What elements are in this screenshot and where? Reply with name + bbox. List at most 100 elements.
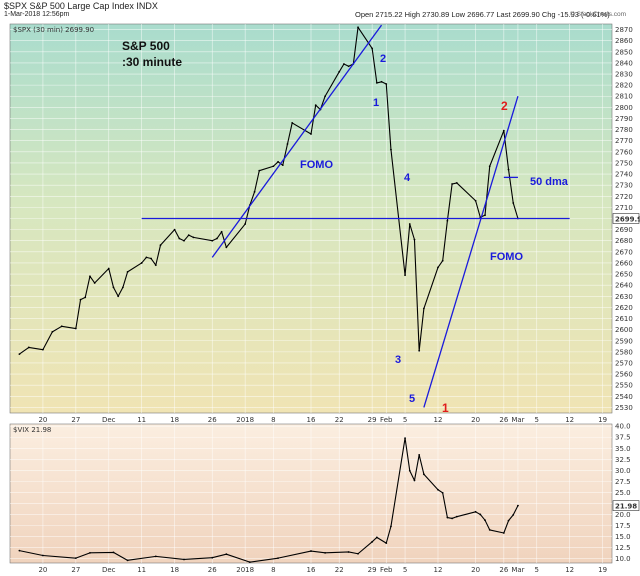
vix-xtick-label: 12	[565, 566, 574, 574]
spx-data-point	[60, 325, 63, 328]
spx-ytick-label: 2590	[615, 337, 633, 345]
spx-xtick-label: 20	[38, 416, 47, 424]
spx-data-point	[145, 256, 148, 259]
spx-data-point	[310, 133, 312, 135]
spx-ytick-label: 2790	[615, 115, 633, 123]
vix-data-point	[347, 551, 350, 553]
spx-data-point	[371, 47, 374, 50]
spx-data-point	[474, 199, 477, 202]
spx-ytick-label: 2740	[615, 171, 633, 179]
vix-data-point	[277, 557, 279, 560]
vix-xtick-label: 16	[307, 566, 316, 574]
vix-data-point	[512, 514, 515, 516]
count-label-2: 2	[501, 99, 508, 113]
ohlc-readout: Open 2715.22 High 2730.89 Low 2696.77 La…	[355, 10, 610, 19]
spx-data-point	[253, 190, 256, 193]
spx-ytick-label: 2800	[615, 104, 633, 112]
spx-ytick-label: 2540	[615, 393, 633, 401]
vix-data-point	[488, 529, 491, 531]
chart-title-line: :30 minute	[122, 55, 182, 69]
spx-data-point	[74, 327, 77, 330]
spx-ytick-label: 2850	[615, 48, 633, 56]
spx-data-point	[187, 234, 190, 237]
spx-xtick-label: Mar	[511, 416, 524, 424]
spx-data-point	[281, 164, 284, 167]
spx-data-point	[488, 165, 491, 168]
spx-data-point	[502, 129, 505, 132]
spx-data-point	[93, 282, 96, 284]
vix-data-point	[248, 561, 251, 564]
spx-xtick-label: Dec	[102, 416, 116, 424]
spx-data-point	[183, 239, 185, 242]
spx-data-point	[220, 230, 223, 233]
spx-data-point	[42, 348, 44, 351]
spx-ytick-label: 2760	[615, 148, 633, 156]
fomo-label-2: FOMO	[490, 251, 523, 263]
vix-xtick-label: 27	[71, 566, 80, 574]
spx-data-point	[27, 346, 30, 349]
vix-xtick-label: 20	[471, 566, 480, 574]
vix-ytick-label: 15.0	[615, 533, 631, 541]
vix-xtick-label: 5	[535, 566, 539, 574]
wave-label-3: 3	[395, 354, 401, 366]
spx-data-point	[446, 219, 449, 222]
vix-data-point	[418, 453, 421, 456]
vix-xtick-label: 29	[368, 566, 377, 574]
spx-data-point	[211, 239, 214, 242]
vix-data-point	[74, 557, 77, 560]
spx-ytick-label: 2640	[615, 282, 633, 290]
count-label-1: 1	[442, 401, 449, 415]
spx-xtick-label: 20	[471, 416, 480, 424]
timestamp: 1-Mar-2018 12:56pm	[4, 11, 70, 18]
vix-xtick-label: 18	[170, 566, 179, 574]
spx-ytick-label: 2820	[615, 82, 633, 90]
vix-data-point	[112, 551, 115, 554]
spx-ytick-label: 2550	[615, 382, 633, 390]
vix-legend: $VIX 21.98	[13, 426, 51, 434]
vix-ytick-label: 40.0	[615, 423, 631, 431]
spx-ytick-label: 2780	[615, 126, 633, 134]
spx-xtick-label: 11	[137, 416, 146, 424]
spx-data-point	[375, 82, 378, 84]
vix-data-point	[310, 550, 312, 552]
spx-data-point	[437, 266, 439, 269]
spx-data-point	[404, 274, 406, 277]
vix-xtick-label: 20	[38, 566, 47, 574]
vix-xtick-label: 22	[335, 566, 344, 574]
vix-data-point	[479, 513, 482, 516]
spx-ytick-label: 2650	[615, 271, 633, 279]
spx-data-point	[347, 65, 350, 68]
spx-legend: $SPX (30 min) 2699.90	[13, 26, 94, 34]
spx-ytick-label: 2600	[615, 326, 633, 334]
spx-ytick-label: 2690	[615, 226, 633, 234]
fomo-label-1: FOMO	[300, 159, 333, 171]
vix-xtick-label: Dec	[102, 566, 116, 574]
spx-last-value-box	[612, 213, 640, 224]
spx-ytick-label: 2730	[615, 182, 633, 190]
spx-xtick-label: 8	[271, 416, 275, 424]
spx-xtick-label: 5	[535, 416, 539, 424]
vix-ytick-label: 30.0	[615, 467, 631, 475]
spx-data-point	[121, 286, 124, 289]
spx-xtick-label: 5	[403, 416, 407, 424]
spx-ytick-label: 2610	[615, 315, 633, 323]
spx-ytick-label: 2710	[615, 204, 633, 212]
spx-ytick-label: 2560	[615, 371, 633, 379]
vix-data-point	[154, 555, 157, 558]
spx-ytick-label: 2750	[615, 159, 633, 167]
vix-ytick-label: 25.0	[615, 489, 631, 497]
vix-data-point	[413, 479, 416, 482]
wave-label-1: 1	[373, 97, 379, 109]
spx-xtick-label: 27	[71, 416, 80, 424]
spx-data-point	[422, 307, 425, 310]
spx-data-point	[408, 223, 411, 225]
spx-data-point	[441, 259, 444, 262]
spx-data-point	[343, 63, 345, 65]
spx-xtick-label: 12	[434, 416, 443, 424]
vix-xtick-label: 19	[598, 566, 607, 574]
spx-data-point	[291, 122, 294, 124]
spx-ytick-label: 2630	[615, 293, 633, 301]
vix-data-point	[357, 552, 359, 555]
vix-data-point	[455, 515, 458, 518]
vix-xtick-label: Mar	[511, 566, 524, 574]
